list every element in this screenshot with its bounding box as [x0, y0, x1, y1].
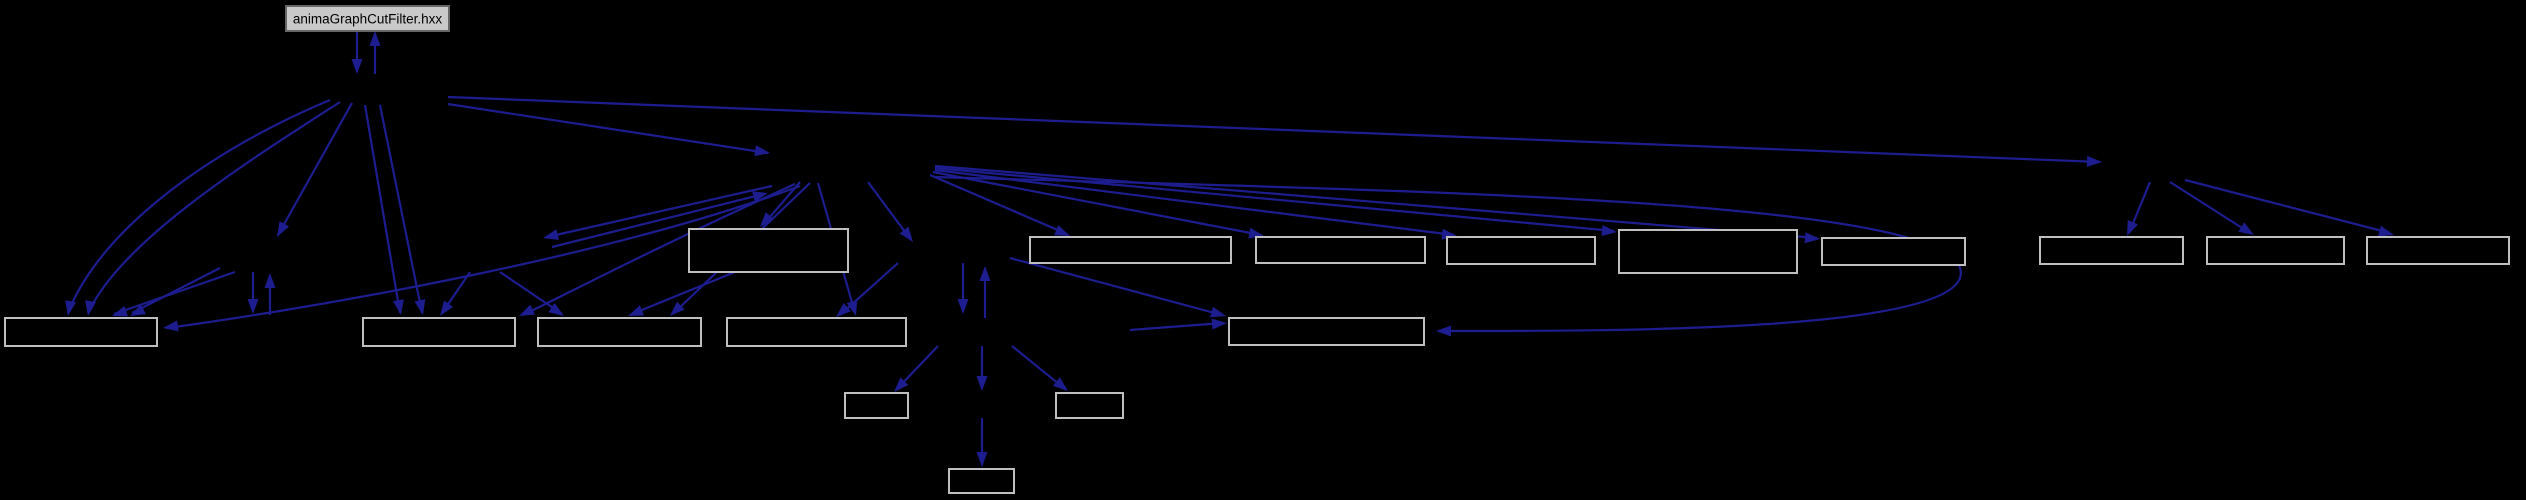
arrowhead-icon	[836, 303, 851, 317]
graph-node-box-b2[interactable]	[362, 317, 516, 347]
arrowhead-icon	[976, 452, 988, 467]
arrowhead-icon	[130, 304, 146, 316]
arrowhead-icon	[414, 299, 426, 315]
graph-edge	[131, 267, 221, 314]
arrowhead-icon	[247, 299, 259, 314]
arrowhead-icon	[369, 31, 381, 46]
graph-node-box-d1[interactable]	[948, 468, 1015, 494]
arrowhead-icon	[1601, 225, 1617, 237]
root-node[interactable]: animaGraphCutFilter.hxx	[285, 5, 450, 32]
graph-node-box-b5[interactable]	[1228, 317, 1425, 346]
graph-edge	[378, 104, 424, 314]
arrowhead-icon	[543, 229, 559, 240]
graph-edge	[447, 102, 769, 155]
arrowhead-icon	[440, 300, 454, 316]
graph-edge	[934, 168, 1455, 237]
arrowhead-icon	[2127, 220, 2138, 236]
graph-node-box-c1[interactable]	[844, 392, 909, 419]
arrowhead-icon	[752, 191, 768, 202]
arrowhead-icon	[65, 300, 77, 316]
arrowhead-icon	[351, 59, 363, 74]
arrowhead-icon	[846, 300, 858, 316]
nodes-layer: animaGraphCutFilter.hxx	[4, 5, 2510, 494]
graph-edge	[2184, 178, 2391, 235]
arrowhead-icon	[1211, 318, 1227, 330]
graph-node-box-b4[interactable]	[726, 317, 907, 347]
arrowhead-icon	[163, 320, 179, 332]
arrowhead-icon	[392, 299, 404, 315]
graph-edge	[934, 164, 1818, 240]
graph-node-box-a3[interactable]	[1446, 236, 1596, 265]
graph-edge	[66, 98, 331, 314]
arrowhead-icon	[85, 300, 97, 316]
arrowhead-icon	[277, 221, 290, 237]
graph-edge	[551, 192, 765, 249]
graph-node-box-c2[interactable]	[1055, 392, 1124, 419]
arrowhead-icon	[1436, 325, 1451, 337]
graph-edge	[1129, 321, 1224, 332]
graph-edge	[839, 262, 899, 316]
graph-edge	[932, 170, 1262, 237]
arrowhead-icon	[670, 301, 685, 316]
graph-edge	[934, 166, 1615, 233]
arrowhead-icon	[1052, 377, 1068, 391]
graph-node-box-a1[interactable]	[1029, 236, 1232, 264]
arrowhead-icon	[1210, 306, 1226, 318]
graph-edge	[499, 271, 563, 315]
arrowhead-icon	[548, 303, 564, 316]
root-node-label: animaGraphCutFilter.hxx	[293, 12, 443, 27]
edges-layer	[65, 31, 2394, 467]
graph-edge	[631, 270, 736, 316]
arrowhead-icon	[264, 273, 276, 288]
graph-edge	[546, 184, 773, 239]
graph-node-box-r3[interactable]	[2366, 236, 2510, 265]
graph-edge	[87, 101, 341, 314]
arrowhead-icon	[519, 304, 535, 316]
arrowhead-icon	[899, 226, 913, 242]
graph-edge	[113, 270, 236, 316]
arrowhead-icon	[112, 305, 128, 317]
arrowhead-icon	[979, 266, 991, 281]
graph-edge	[277, 102, 353, 236]
arrowhead-icon	[976, 376, 988, 391]
graph-node-box-a4[interactable]	[1618, 229, 1798, 274]
graph-edge	[522, 182, 796, 316]
arrowhead-icon	[628, 305, 644, 316]
arrowhead-icon	[2086, 155, 2102, 167]
graph-edge	[929, 173, 1068, 236]
arrowhead-icon	[754, 145, 770, 157]
graph-node-box-a2[interactable]	[1255, 236, 1426, 264]
graph-edge	[166, 184, 801, 330]
arrowhead-icon	[957, 299, 969, 314]
arrowhead-icon	[2238, 222, 2254, 235]
arrowhead-icon	[1054, 225, 1070, 236]
graph-node-box-a0[interactable]	[688, 228, 849, 273]
arrowhead-icon	[1248, 227, 1264, 239]
graph-edge	[447, 95, 2101, 164]
arrowhead-icon	[2378, 225, 2394, 237]
arrowhead-icon	[760, 212, 774, 227]
graph-node-box-r1[interactable]	[2039, 236, 2184, 265]
graph-node-box-b1[interactable]	[4, 317, 158, 347]
graph-edge	[1009, 256, 1223, 317]
graph-node-box-r2[interactable]	[2206, 236, 2345, 265]
graph-node-box-a5[interactable]	[1821, 237, 1966, 266]
arrowhead-icon	[894, 377, 909, 392]
arrowhead-icon	[1804, 232, 1820, 244]
graph-edge	[2169, 181, 2251, 234]
graph-node-box-b3[interactable]	[537, 317, 702, 347]
graph-edge	[363, 104, 402, 314]
